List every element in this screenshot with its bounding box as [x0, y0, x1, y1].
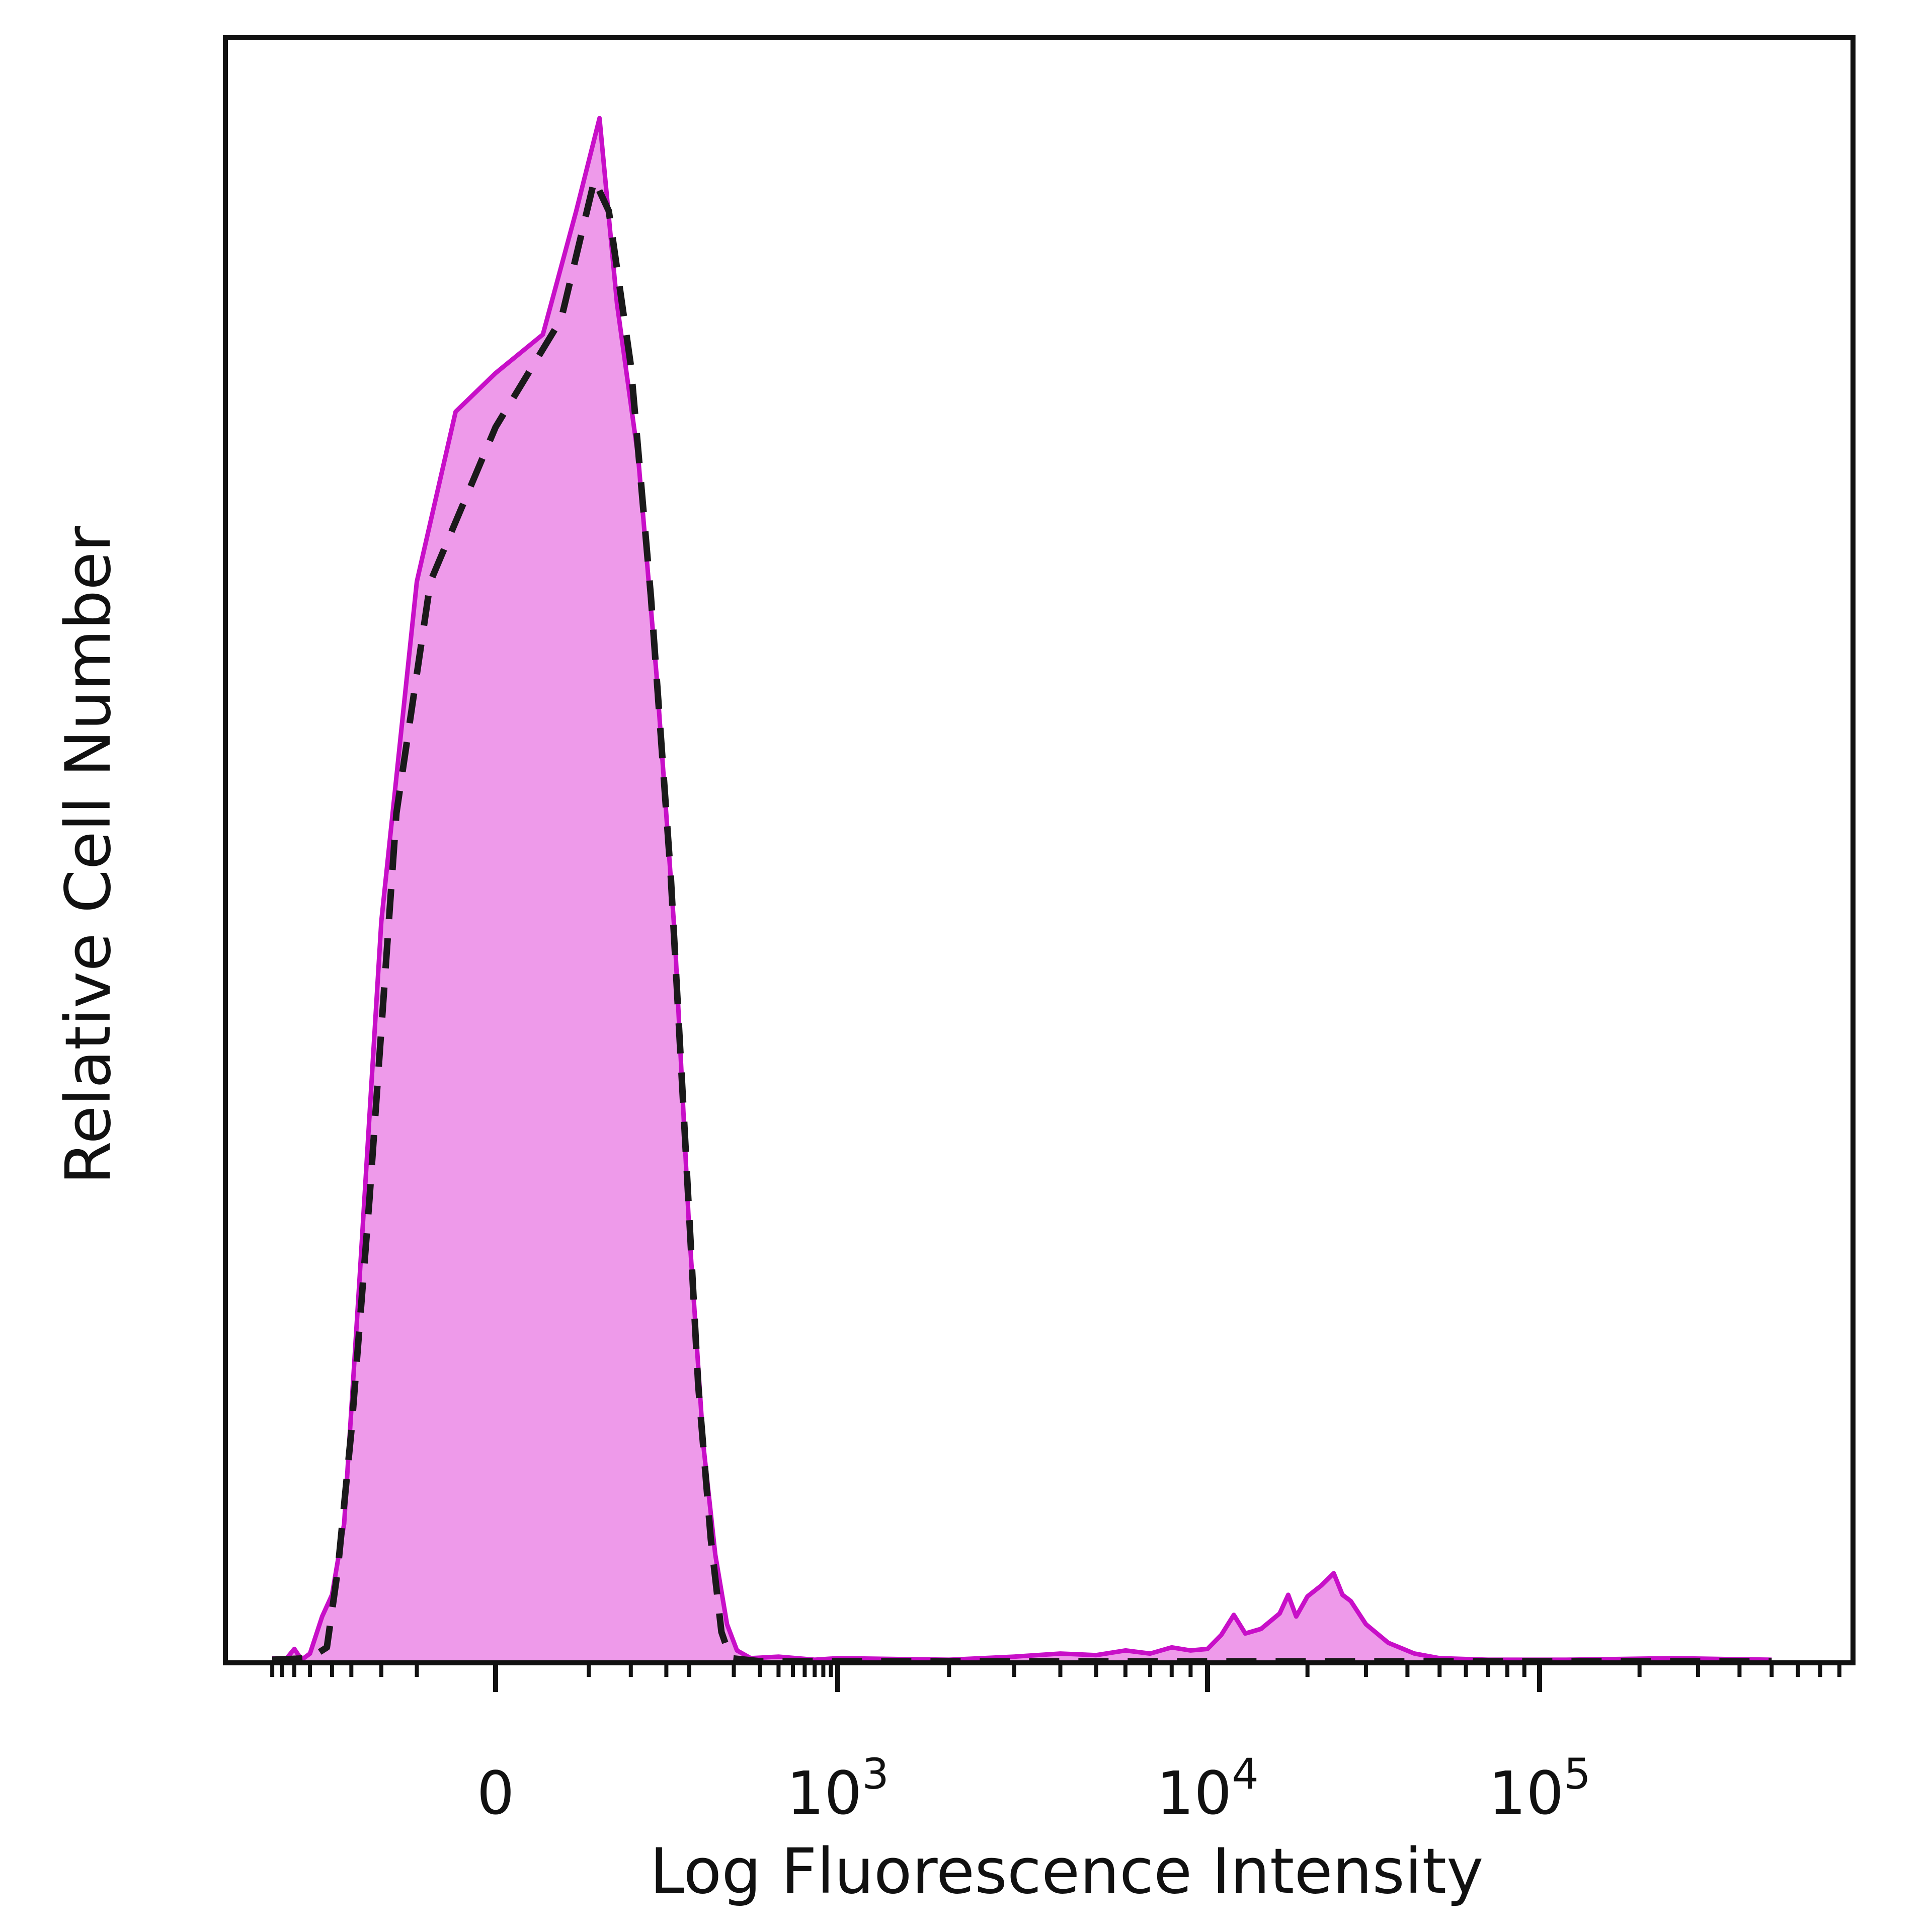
plot-frame	[223, 35, 1856, 1665]
x-tick-label: 0	[476, 1758, 514, 1828]
x-tick-label: 103	[786, 1749, 889, 1828]
x-axis-title: Log Fluorescence Intensity	[650, 1835, 1484, 1908]
series-0-fill	[272, 118, 1772, 1663]
y-axis-title: Relative Cell Number	[52, 526, 125, 1185]
series-layer	[272, 116, 1772, 1665]
series-1-dashed-line	[272, 177, 1772, 1665]
x-axis-tick-labels: 0 103 104 105	[476, 1749, 1590, 1828]
x-tick-label: 104	[1156, 1749, 1259, 1828]
x-tick-label: 105	[1488, 1749, 1591, 1828]
x-axis-ticks	[270, 1663, 1841, 1692]
